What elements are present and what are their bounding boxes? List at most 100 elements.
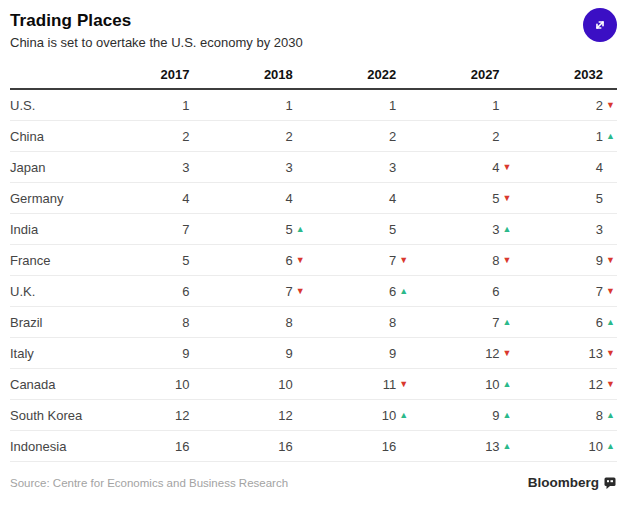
- row-label: Canada: [10, 377, 100, 392]
- rank-cell: 3: [307, 160, 410, 175]
- rank-value: 8: [286, 315, 293, 330]
- rank-cell: 12▼: [514, 377, 617, 392]
- rank-value: 16: [175, 439, 189, 454]
- bloomberg-terminal-icon: [603, 476, 617, 490]
- table-row: Indonesia16161613▲10▲: [10, 431, 617, 462]
- rank-value: 10: [278, 377, 292, 392]
- table-row: Brazil8887▲6▲: [10, 307, 617, 338]
- rank-value: 12: [278, 408, 292, 423]
- rank-value: 6: [182, 284, 189, 299]
- rank-cell: 1▲: [514, 129, 617, 144]
- rank-value: 10: [382, 408, 396, 423]
- rank-cell: 12: [203, 408, 306, 423]
- down-arrow-icon: ▼: [396, 256, 410, 265]
- rank-value: 5: [182, 253, 189, 268]
- table-row: Canada101011▼10▲12▼: [10, 369, 617, 400]
- rank-cell: 3: [203, 160, 306, 175]
- rank-cell: 9: [100, 346, 203, 361]
- up-arrow-icon: ▲: [293, 225, 307, 234]
- rank-cell: 9: [203, 346, 306, 361]
- up-arrow-icon: ▲: [500, 318, 514, 327]
- row-label: U.K.: [10, 284, 100, 299]
- rank-cell: 4: [307, 191, 410, 206]
- row-label: Indonesia: [10, 439, 100, 454]
- rank-cell: 5: [100, 253, 203, 268]
- rank-cell: 3▲: [410, 222, 513, 237]
- rank-cell: 12: [100, 408, 203, 423]
- rank-cell: 2: [307, 129, 410, 144]
- up-arrow-icon: ▲: [500, 380, 514, 389]
- rank-cell: 7▼: [307, 253, 410, 268]
- rank-value: 2: [389, 129, 396, 144]
- rank-cell: 5▼: [410, 191, 513, 206]
- up-arrow-icon: ▲: [396, 287, 410, 296]
- column-header: 2018: [203, 67, 306, 82]
- rank-value: 7: [492, 315, 499, 330]
- down-arrow-icon: ▼: [293, 287, 307, 296]
- rank-value: 11: [383, 377, 397, 392]
- rank-value: 7: [389, 253, 396, 268]
- up-arrow-icon: ▲: [500, 411, 514, 420]
- row-label: Italy: [10, 346, 100, 361]
- rank-value: 12: [175, 408, 189, 423]
- rank-cell: 2: [410, 129, 513, 144]
- rank-cell: 1: [203, 98, 306, 113]
- rank-cell: 2▼: [514, 98, 617, 113]
- rank-value: 2: [286, 129, 293, 144]
- rank-value: 4: [389, 191, 396, 206]
- up-arrow-icon: ▲: [396, 411, 410, 420]
- rank-cell: 1: [307, 98, 410, 113]
- rank-cell: 8▲: [514, 408, 617, 423]
- rank-value: 1: [182, 98, 189, 113]
- rank-value: 10: [175, 377, 189, 392]
- rank-value: 8: [389, 315, 396, 330]
- rank-cell: 13▲: [410, 439, 513, 454]
- up-arrow-icon: ▲: [500, 225, 514, 234]
- table-header-row: 2017 2018 2022 2027 2032: [10, 61, 617, 90]
- rank-value: 7: [182, 222, 189, 237]
- rank-cell: 4: [203, 191, 306, 206]
- table-row: China 2 2 2 2 1▲: [10, 121, 617, 152]
- rank-value: 16: [278, 439, 292, 454]
- table-row: South Korea121210▲9▲8▲: [10, 400, 617, 431]
- rank-value: 8: [182, 315, 189, 330]
- ranking-table: 2017 2018 2022 2027 2032 U.S.11112▼China…: [10, 61, 617, 462]
- rank-value: 9: [389, 346, 396, 361]
- column-header: 2032: [514, 67, 617, 82]
- table-row: U.K.67▼6▲67▼: [10, 276, 617, 307]
- row-label: China: [10, 129, 100, 144]
- rank-value: 4: [596, 160, 603, 175]
- table-row: Japan3334▼4: [10, 152, 617, 183]
- rank-cell: 9▲: [410, 408, 513, 423]
- rank-value: 9: [182, 346, 189, 361]
- rank-value: 1: [492, 98, 499, 113]
- rank-cell: 4▼: [410, 160, 513, 175]
- rank-cell: 8: [203, 315, 306, 330]
- rank-cell: 9▼: [514, 253, 617, 268]
- rank-cell: 11▼: [307, 377, 410, 392]
- rank-cell: 7▼: [203, 284, 306, 299]
- rank-cell: 3: [514, 222, 617, 237]
- rank-value: 5: [492, 191, 499, 206]
- up-arrow-icon: ▲: [603, 411, 617, 420]
- rank-cell: 12▼: [410, 346, 513, 361]
- footer: Source: Centre for Economics and Busines…: [10, 475, 617, 490]
- expand-button[interactable]: [583, 8, 617, 42]
- rank-value: 2: [182, 129, 189, 144]
- rank-cell: 1: [100, 98, 203, 113]
- down-arrow-icon: ▼: [603, 287, 617, 296]
- row-label: South Korea: [10, 408, 100, 423]
- rank-cell: 13▼: [514, 346, 617, 361]
- rank-cell: 2: [100, 129, 203, 144]
- rank-cell: 3: [100, 160, 203, 175]
- rank-cell: 4: [514, 160, 617, 175]
- rank-cell: 10▲: [307, 408, 410, 423]
- rank-cell: 8▼: [410, 253, 513, 268]
- rank-value: 2: [492, 129, 499, 144]
- rank-cell: 6: [410, 284, 513, 299]
- rank-cell: 8: [100, 315, 203, 330]
- page-title: Trading Places: [10, 10, 617, 32]
- rank-cell: 10: [203, 377, 306, 392]
- rank-value: 6: [492, 284, 499, 299]
- row-label: Brazil: [10, 315, 100, 330]
